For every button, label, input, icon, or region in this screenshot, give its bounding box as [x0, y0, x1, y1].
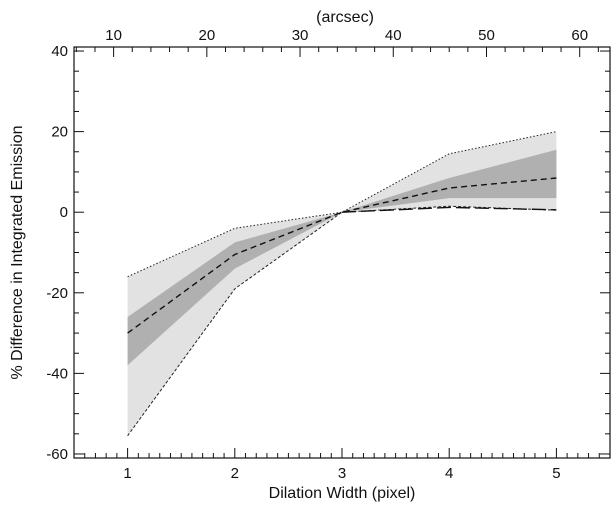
y-axis-title: % Difference in Integrated Emission — [9, 125, 26, 379]
x-axis-title: Dilation Width (pixel) — [269, 485, 416, 502]
x-tick-label: 1 — [123, 465, 131, 482]
y-tick-label: -40 — [46, 365, 68, 382]
axis-ticks — [74, 47, 610, 458]
y-tick-label: 0 — [60, 204, 68, 221]
series-lines — [127, 131, 557, 437]
top-tick-label: 40 — [385, 27, 402, 44]
x-tick-label: 3 — [338, 465, 346, 482]
top-tick-label: 50 — [478, 27, 495, 44]
y-tick-label: -20 — [46, 285, 68, 302]
range-bands — [127, 131, 557, 436]
x-tick-label: 5 — [552, 465, 560, 482]
tick-labels: 1 2 3 4 5 -60 -40 -20 0 20 40 10 20 30 40 50 60 — [46, 27, 588, 482]
top-axis-title: (arcsec) — [316, 9, 374, 26]
x-tick-label: 2 — [231, 465, 239, 482]
top-tick-label: 30 — [292, 27, 309, 44]
inner-range-band — [127, 149, 557, 366]
y-tick-label: 20 — [51, 124, 68, 141]
top-tick-label: 60 — [571, 27, 588, 44]
x-tick-label: 4 — [445, 465, 453, 482]
y-tick-label: 40 — [51, 43, 68, 60]
outer-range-upper-edge — [127, 131, 557, 278]
top-tick-label: 10 — [105, 27, 122, 44]
minimum-line-line — [341, 206, 557, 213]
top-tick-label: 20 — [198, 27, 215, 44]
y-tick-label: -60 — [46, 446, 68, 463]
median-line — [127, 177, 557, 334]
